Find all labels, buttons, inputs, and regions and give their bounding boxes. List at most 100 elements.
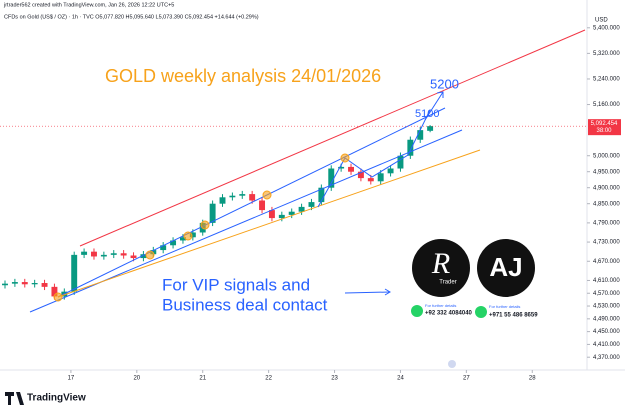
candle-body <box>338 166 345 169</box>
whatsapp-icon <box>475 306 487 318</box>
candle-body <box>417 130 424 140</box>
brand: TradingView <box>27 393 86 404</box>
candle-body <box>367 178 374 182</box>
target-arrow <box>424 91 444 121</box>
candle-body <box>318 187 325 203</box>
candle-body <box>130 255 137 259</box>
y-tick-label: 4,950.000 <box>593 169 620 175</box>
y-tick-label: 4,850.000 <box>593 201 620 207</box>
candle-body <box>328 168 335 188</box>
logo-text: AJ <box>489 252 522 282</box>
contact-arrow <box>344 291 391 294</box>
y-tick-label: 4,570.000 <box>593 291 620 297</box>
logo-subtext: Trader <box>439 280 456 286</box>
candle-body <box>91 251 97 257</box>
y-tick-label: 4,530.000 <box>593 304 620 310</box>
y-tick-label: 4,790.000 <box>593 220 620 226</box>
logo: R Trader AJ <box>412 239 535 297</box>
candle-body <box>348 166 354 172</box>
symbol-legend: CFDs on Gold (US$ / OZ) · 1h · TVC O5,07… <box>4 14 259 20</box>
contact-phone: +92 332 4084040 <box>425 311 473 317</box>
y-tick-label: 4,610.000 <box>593 278 620 284</box>
whatsapp-icon <box>411 305 423 317</box>
upper-channel <box>79 29 586 247</box>
candle-body <box>268 210 275 219</box>
flag-icon <box>448 360 456 368</box>
x-tick-label: 20 <box>133 376 140 382</box>
mid-trendline <box>57 107 446 298</box>
target-label: 5200 <box>430 76 459 91</box>
promo-text: Business deal contact <box>162 295 328 314</box>
candle-body <box>308 202 315 207</box>
x-tick-label: 17 <box>68 376 75 382</box>
candle-body <box>21 282 28 285</box>
chart-title: GOLD weekly analysis 24/01/2026 <box>105 66 381 86</box>
candle-body <box>11 282 18 284</box>
candle-body <box>209 203 216 223</box>
touch-point <box>183 231 193 241</box>
touch-point <box>262 190 272 200</box>
logo-circle <box>412 239 470 297</box>
candle-body <box>120 253 127 256</box>
candle-body <box>239 194 246 196</box>
candle-body <box>259 200 266 211</box>
candle-body <box>100 254 107 257</box>
brand-logo <box>5 392 24 405</box>
candle-body <box>81 251 88 255</box>
candle-body <box>51 286 58 297</box>
y-tick-label: 4,370.000 <box>593 355 620 361</box>
x-tick-label: 28 <box>529 376 536 382</box>
candle-body <box>407 139 414 156</box>
y-tick-label: 4,410.000 <box>593 342 620 348</box>
countdown: 38:00 <box>596 128 612 134</box>
y-tick-label: 5,400.000 <box>593 25 620 31</box>
y-tick-label: 5,160.000 <box>593 102 620 108</box>
candle-body <box>427 126 434 131</box>
currency: USD <box>595 18 608 24</box>
candle-body <box>377 173 384 182</box>
candle-body <box>288 211 295 215</box>
target-label: 5100 <box>415 108 439 120</box>
zigzag <box>317 109 431 208</box>
candle-body <box>31 283 38 285</box>
candle-body <box>160 245 167 251</box>
contacts: For further details +92 332 4084040 For … <box>411 303 538 319</box>
candle-body <box>397 155 404 169</box>
x-tick-label: 22 <box>265 376 272 382</box>
contact-phone: +971 55 486 8659 <box>489 313 538 319</box>
y-tick-label: 4,670.000 <box>593 259 620 265</box>
promo-text: For VIP signals and <box>162 275 310 294</box>
candle-body <box>298 206 305 212</box>
arrow-head <box>384 288 391 296</box>
touch-point <box>340 153 350 163</box>
touch-point <box>145 250 155 260</box>
contact-label: For further details <box>425 303 456 308</box>
y-tick-label: 4,900.000 <box>593 185 620 191</box>
logo-text: R <box>431 247 450 280</box>
candle-body <box>189 232 196 238</box>
candle-body <box>41 283 48 287</box>
y-tick-label: 5,240.000 <box>593 77 620 83</box>
arrow-head <box>436 91 444 98</box>
x-tick-label: 23 <box>331 376 338 382</box>
credit: jrtrader562 created with TradingView.com… <box>3 2 174 8</box>
y-tick-label: 4,450.000 <box>593 329 620 335</box>
candle-body <box>110 253 117 255</box>
candle-body <box>170 240 177 246</box>
y-tick-label: 5,320.000 <box>593 51 620 57</box>
y-tick-label: 4,730.000 <box>593 240 620 246</box>
x-tick-label: 24 <box>397 376 404 382</box>
contact-label: For further details <box>489 304 520 309</box>
last-price: 5,092.454 <box>591 121 618 127</box>
candle-body <box>278 214 285 219</box>
touch-point <box>200 220 210 230</box>
x-tick-label: 27 <box>463 376 470 382</box>
drawings <box>0 29 587 313</box>
touch-points <box>53 153 350 302</box>
touch-point <box>53 292 63 302</box>
candle-body <box>229 195 236 198</box>
price-badge <box>588 119 621 136</box>
support-line <box>57 149 481 298</box>
candle-body <box>179 237 186 241</box>
